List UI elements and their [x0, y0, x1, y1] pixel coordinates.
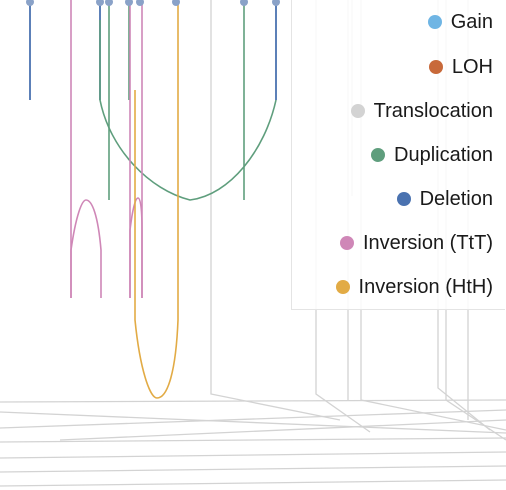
breakpoint-marker [172, 0, 180, 6]
legend-item-duplication[interactable]: Duplication [371, 140, 493, 170]
translocation-line [0, 399, 506, 403]
legend-label-inversion-ttt: Inversion (TtT) [362, 231, 493, 254]
legend-label-loh: LOH [451, 55, 493, 78]
translocation-line [59, 419, 506, 441]
legend-label-gain: Gain [450, 10, 493, 33]
legend-item-translocation[interactable]: Translocation [350, 96, 493, 126]
translocation-link [210, 0, 341, 421]
breakpoint-marker [136, 0, 144, 6]
inversion-hth-swatch-icon [335, 280, 350, 294]
breakpoint-marker [125, 0, 133, 6]
breakpoint-marker [240, 0, 248, 6]
translocation-line [0, 479, 506, 487]
legend-item-inversion-ttt[interactable]: Inversion (TtT) [339, 228, 493, 258]
legend-item-loh[interactable]: LOH [428, 52, 493, 82]
inversion-hth-arc [134, 0, 179, 399]
breakpoint-marker [105, 0, 113, 6]
loh-swatch-icon [428, 60, 443, 74]
legend-item-deletion[interactable]: Deletion [396, 184, 493, 214]
translocation-line [0, 409, 506, 429]
duplication-arc [99, 20, 277, 201]
gain-swatch-icon [427, 15, 442, 29]
legend-label-translocation: Translocation [373, 99, 493, 122]
breakpoint-marker [272, 0, 280, 6]
breakpoint-marker [96, 0, 104, 6]
duplication-swatch-icon [371, 148, 386, 162]
legend: Gain LOH Translocation Duplication Delet… [291, 0, 505, 310]
inversion-ttt-arc [129, 197, 143, 298]
inversion-ttt-swatch-icon [339, 236, 354, 250]
inversion-ttt-arc [70, 199, 102, 298]
legend-item-gain[interactable]: Gain [427, 7, 493, 37]
legend-label-deletion: Deletion [419, 187, 493, 210]
breakpoint-marker [26, 0, 34, 6]
translocation-line [0, 465, 506, 473]
translocation-line [0, 411, 506, 434]
translocation-swatch-icon [350, 104, 365, 118]
deletion-swatch-icon [396, 192, 411, 206]
legend-item-inversion-hth[interactable]: Inversion (HtH) [335, 272, 493, 302]
translocation-line [0, 437, 506, 443]
legend-label-inversion-hth: Inversion (HtH) [358, 275, 493, 298]
translocation-line [0, 451, 506, 459]
legend-label-duplication: Duplication [394, 143, 493, 166]
